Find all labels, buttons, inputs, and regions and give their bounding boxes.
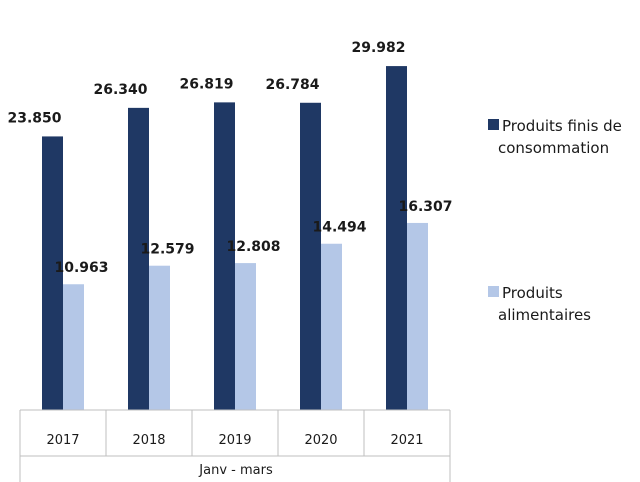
bar-produits-finis-2018 — [128, 107, 149, 410]
bar-produits-finis-2019 — [214, 102, 235, 410]
data-label-produits-alimentaires-2020: 14.494 — [312, 220, 366, 236]
legend-swatch-produits-alimentaires — [488, 286, 499, 297]
x-tick-label-2020: 2020 — [304, 433, 337, 448]
x-axis: 2017 2018 2019 2020 2021 — [19, 409, 451, 482]
bars-layer — [42, 66, 428, 411]
legend: Produits finis de consommation Produits ali… — [488, 117, 622, 324]
x-tick-label-2018: 2018 — [132, 433, 165, 448]
data-label-produits-finis-2017: 23.850 — [7, 110, 61, 126]
bar-produits-alimentaires-2018 — [149, 265, 170, 410]
data-labels-layer: 23.850 10.963 26.340 12.579 26.819 12.808 26.7… — [7, 40, 452, 276]
data-label-produits-finis-2020: 26.784 — [265, 77, 319, 93]
data-label-produits-alimentaires-2018: 12.579 — [140, 242, 194, 258]
bar-produits-alimentaires-2019 — [235, 263, 256, 410]
data-label-produits-alimentaires-2019: 12.808 — [226, 239, 280, 255]
bar-produits-alimentaires-2017 — [63, 284, 84, 410]
legend-label-produits-alimentaires: Produits alimentaires — [498, 284, 591, 324]
bar-produits-alimentaires-2020 — [321, 243, 342, 410]
bar-produits-finis-2017 — [42, 136, 63, 411]
bar-produits-alimentaires-2021 — [407, 222, 428, 410]
x-tick-label-2017: 2017 — [46, 433, 79, 448]
x-tick-label-2021: 2021 — [390, 433, 423, 448]
x-axis-title: Janv - mars — [198, 463, 273, 478]
data-label-produits-alimentaires-2017: 10.963 — [54, 260, 108, 276]
bar-produits-finis-2020 — [300, 102, 321, 411]
legend-label-produits-finis: Produits finis de consommation — [498, 117, 622, 157]
legend-swatch-produits-finis — [488, 119, 499, 130]
data-label-produits-alimentaires-2021: 16.307 — [398, 199, 452, 215]
data-label-produits-finis-2018: 26.340 — [93, 82, 147, 98]
bar-produits-finis-2021 — [386, 66, 407, 411]
data-label-produits-finis-2019: 26.819 — [179, 76, 233, 92]
x-tick-label-2019: 2019 — [218, 433, 251, 448]
data-label-produits-finis-2021: 29.982 — [351, 40, 405, 56]
